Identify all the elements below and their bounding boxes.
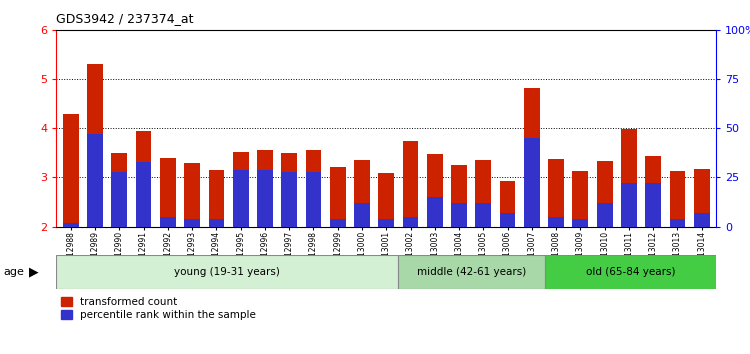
Bar (63, 114, 79, 227)
Bar (232, 152, 248, 227)
Bar (524, 88, 540, 227)
Bar (87, 134, 103, 227)
Bar (354, 203, 370, 227)
Bar (645, 156, 661, 227)
Bar (670, 219, 686, 227)
Text: young (19-31 years): young (19-31 years) (175, 267, 280, 277)
Bar (621, 183, 637, 227)
Bar (427, 197, 442, 227)
Bar (160, 158, 176, 227)
Bar (398, 255, 545, 289)
Bar (476, 203, 491, 227)
Text: ▶: ▶ (28, 266, 38, 278)
Bar (548, 159, 564, 227)
Bar (209, 219, 224, 227)
Bar (500, 213, 515, 227)
Bar (597, 203, 613, 227)
Bar (136, 162, 152, 227)
Bar (645, 183, 661, 227)
Bar (330, 219, 346, 227)
Text: old (65-84 years): old (65-84 years) (586, 267, 676, 277)
Bar (257, 170, 273, 227)
Bar (378, 172, 394, 227)
Bar (136, 131, 152, 227)
Bar (476, 160, 491, 227)
Bar (184, 219, 200, 227)
Bar (403, 217, 418, 227)
Bar (694, 213, 709, 227)
Bar (354, 160, 370, 227)
Bar (572, 219, 588, 227)
Bar (452, 165, 467, 227)
Bar (209, 170, 224, 227)
Bar (305, 172, 321, 227)
Bar (500, 181, 515, 227)
Bar (281, 153, 297, 227)
Bar (403, 141, 418, 227)
Bar (524, 138, 540, 227)
Text: GDS3942 / 237374_at: GDS3942 / 237374_at (56, 12, 194, 25)
Bar (281, 172, 297, 227)
Bar (452, 203, 467, 227)
Bar (545, 255, 716, 289)
Text: middle (42-61 years): middle (42-61 years) (417, 267, 526, 277)
Text: age: age (4, 267, 25, 277)
Bar (184, 163, 200, 227)
Bar (597, 161, 613, 227)
Bar (548, 217, 564, 227)
Bar (330, 167, 346, 227)
Bar (257, 150, 273, 227)
Bar (572, 171, 588, 227)
Bar (378, 219, 394, 227)
Bar (160, 217, 176, 227)
Bar (670, 171, 686, 227)
Bar (305, 150, 321, 227)
Bar (56, 255, 398, 289)
Bar (63, 223, 79, 227)
Bar (621, 129, 637, 227)
Bar (694, 169, 709, 227)
Bar (112, 172, 128, 227)
Bar (87, 64, 103, 227)
Legend: transformed count, percentile rank within the sample: transformed count, percentile rank withi… (62, 297, 256, 320)
Bar (112, 153, 128, 227)
Bar (427, 154, 442, 227)
Bar (232, 170, 248, 227)
